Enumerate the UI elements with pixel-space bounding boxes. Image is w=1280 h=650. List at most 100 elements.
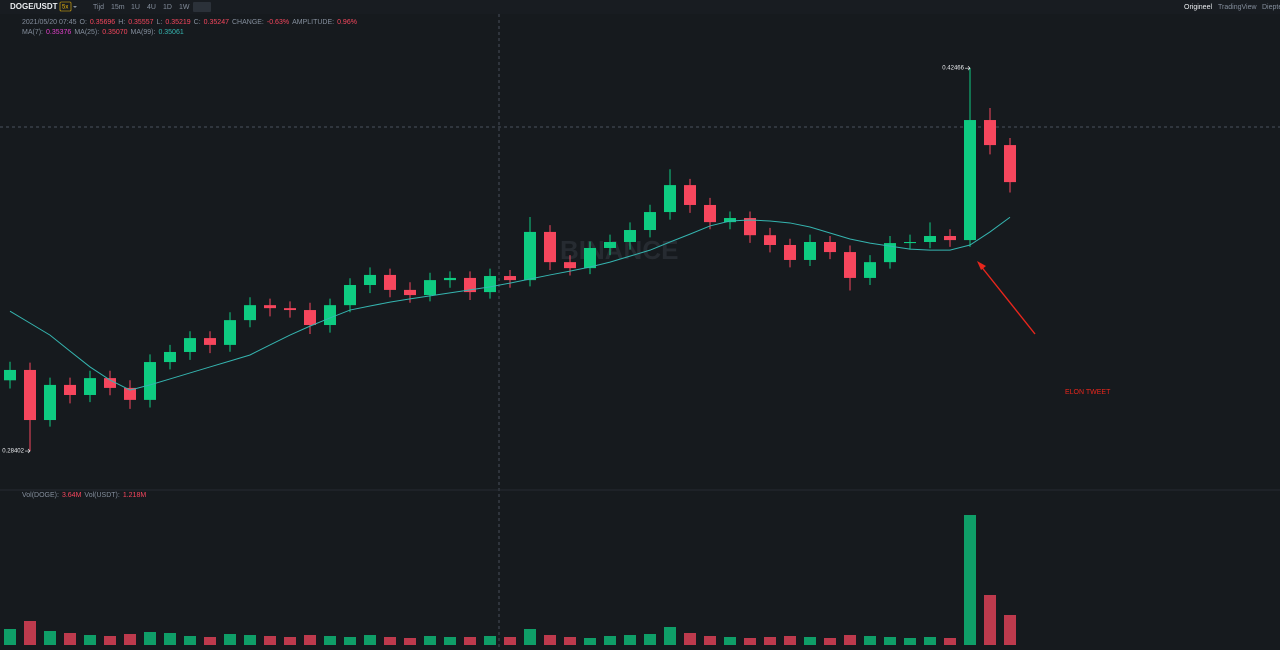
candle-body <box>224 320 236 345</box>
info-text: MA(99): <box>131 29 156 36</box>
candle-body <box>624 230 636 242</box>
interval[interactable]: 1U <box>131 4 140 11</box>
volume-bar <box>284 637 296 645</box>
interval[interactable]: Tijd <box>93 4 104 11</box>
volume-bar <box>664 627 676 645</box>
leverage[interactable]: 5x <box>62 5 68 11</box>
candle-body <box>564 262 576 269</box>
candle-body <box>764 235 776 245</box>
candle-body <box>884 243 896 263</box>
volume-bar <box>624 635 636 645</box>
candle-body <box>524 231 536 281</box>
candle-body <box>164 351 176 363</box>
info-text: MA(25): <box>74 29 99 36</box>
low-marker-arrow <box>25 448 31 454</box>
volume-bar <box>524 629 536 645</box>
interval[interactable]: 4U <box>147 4 156 11</box>
info-text: MA(7): <box>22 29 43 36</box>
info-text: 0.35557 <box>128 19 153 26</box>
info-text: 0.35070 <box>102 29 127 36</box>
view-tab[interactable]: TradingView <box>1218 4 1257 11</box>
candle-body <box>444 277 456 281</box>
volume-bar <box>644 634 656 645</box>
candle-body <box>344 285 356 306</box>
candle-body <box>364 274 376 286</box>
volume-bar <box>224 634 236 645</box>
candle-body <box>904 241 916 244</box>
candle-body <box>704 204 716 223</box>
info-text: 0.35696 <box>90 19 115 26</box>
volume-bar <box>464 637 476 645</box>
dropdown-icon <box>73 6 77 8</box>
volume-bar <box>164 633 176 645</box>
volume-bar <box>264 636 276 645</box>
candle-body <box>464 277 476 293</box>
candle-body <box>664 185 676 213</box>
candle-body <box>84 378 96 395</box>
info-text: 1.218M <box>123 492 147 499</box>
volume-bar <box>764 637 776 645</box>
volume-bar <box>844 635 856 645</box>
interval[interactable]: 15m <box>111 4 125 11</box>
volume-bar <box>884 637 896 645</box>
high-marker: 0.42466 <box>942 66 964 72</box>
view-tab[interactable]: Diepte <box>1262 4 1280 11</box>
interval[interactable]: 1D <box>163 4 172 11</box>
volume-bar <box>324 636 336 645</box>
candle-body <box>504 276 516 281</box>
candle-body <box>604 241 616 248</box>
candle-body <box>724 218 736 223</box>
volume-bar <box>684 633 696 645</box>
toolbar <box>0 0 1280 14</box>
candle-body <box>404 289 416 296</box>
candle-body <box>144 362 156 400</box>
annotation-arrow <box>979 264 1036 335</box>
info-text: AMPLITUDE: <box>292 19 334 26</box>
view-tab[interactable]: Origineel <box>1184 4 1212 11</box>
volume-bar <box>344 637 356 645</box>
volume-bar <box>84 635 96 645</box>
leverage-box[interactable] <box>59 1 72 12</box>
candle-body <box>284 308 296 311</box>
volume-bar <box>504 637 516 645</box>
volume-bar <box>104 636 116 645</box>
candle-body <box>844 252 856 278</box>
volume-bar <box>544 635 556 645</box>
watermark: BINANCE <box>560 235 678 265</box>
volume-bar <box>964 515 976 645</box>
candle-body <box>744 218 756 236</box>
candle-body <box>984 120 996 146</box>
volume-bar <box>64 633 76 645</box>
volume-bar <box>384 637 396 645</box>
info-text: 0.35376 <box>46 29 71 36</box>
info-text: 2021/05/20 07:45 <box>22 19 77 26</box>
candle-body <box>264 305 276 309</box>
info-text: 0.35219 <box>165 19 190 26</box>
volume-bar <box>304 635 316 645</box>
active-interval-bg <box>193 2 211 12</box>
info-text: 0.35061 <box>158 29 183 36</box>
candle-body <box>804 241 816 260</box>
candle-body <box>244 305 256 321</box>
volume-bar <box>904 638 916 645</box>
volume-bar <box>724 637 736 645</box>
volume-bar <box>704 636 716 645</box>
interval[interactable]: 1W <box>179 4 190 11</box>
info-text: C: <box>194 19 201 26</box>
candle-body <box>824 241 836 253</box>
info-text: O: <box>80 19 87 26</box>
volume-bar <box>4 629 16 645</box>
annotation: ELON TWEET <box>1065 389 1111 396</box>
candle-body <box>4 369 16 381</box>
volume-bar <box>124 634 136 645</box>
candle-body <box>484 276 496 293</box>
volume-bar <box>204 637 216 645</box>
info-text: H: <box>118 19 125 26</box>
info-text: 3.64M <box>62 492 82 499</box>
volume-bar <box>804 637 816 645</box>
volume-bar <box>484 636 496 645</box>
